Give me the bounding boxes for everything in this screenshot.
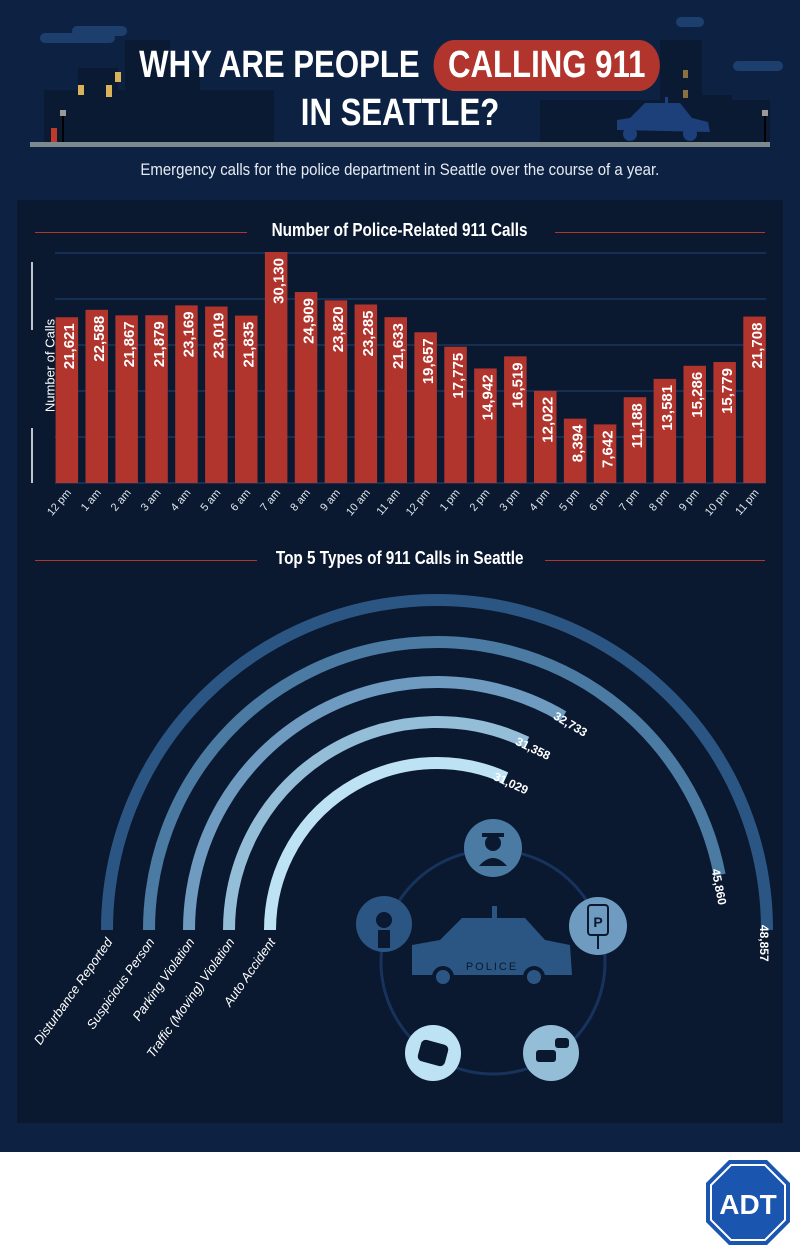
bar bbox=[115, 315, 138, 483]
bar-value-label: 13,581 bbox=[659, 385, 676, 431]
bar-value-label: 15,779 bbox=[719, 368, 736, 414]
bar-value-label: 7,642 bbox=[599, 430, 616, 468]
bar bbox=[414, 332, 437, 483]
subtitle: Emergency calls for the police departmen… bbox=[140, 160, 660, 179]
bar-value-label: 11,188 bbox=[629, 403, 646, 448]
bar bbox=[235, 315, 258, 483]
radial-value-label: 45,860 bbox=[709, 867, 730, 906]
bar bbox=[683, 365, 706, 483]
bar-value-label: 17,775 bbox=[450, 353, 467, 399]
bar-value-label: 24,909 bbox=[300, 298, 317, 344]
bar-value-label: 16,519 bbox=[510, 362, 527, 408]
footer: ADT bbox=[0, 1152, 800, 1259]
city-skyline-illustration bbox=[30, 17, 783, 147]
bar bbox=[264, 252, 288, 483]
disturbance-icon bbox=[356, 896, 412, 952]
fire-icon bbox=[78, 85, 84, 95]
svg-text:ADT: ADT bbox=[719, 1189, 777, 1220]
bar-value-label: 21,708 bbox=[749, 323, 766, 369]
police-label: POLICE bbox=[466, 961, 518, 973]
bar-value-label: 21,835 bbox=[241, 322, 258, 368]
title-part2: IN SEATTLE? bbox=[300, 92, 500, 134]
bar bbox=[713, 362, 736, 483]
radial-value-label: 31,358 bbox=[513, 734, 552, 763]
adt-logo: ADT bbox=[706, 1160, 790, 1245]
bar-value-label: 8,394 bbox=[569, 424, 586, 462]
bar bbox=[384, 317, 407, 483]
bar-value-label: 23,019 bbox=[211, 313, 228, 359]
bar-value-label: 30,130 bbox=[270, 258, 287, 304]
bar bbox=[593, 424, 617, 483]
bar-chart-title-text: Number of Police-Related 911 Calls bbox=[272, 220, 528, 240]
radial-chart-title-text: Top 5 Types of 911 Calls in Seattle bbox=[276, 548, 524, 568]
bar-value-label: 14,942 bbox=[480, 374, 497, 420]
bar bbox=[653, 378, 677, 483]
radial-value-label: 48,857 bbox=[757, 925, 771, 962]
auto-accident-icon bbox=[405, 1025, 461, 1081]
radial-bar bbox=[101, 594, 773, 931]
radial-value-label: 31,029 bbox=[491, 769, 531, 797]
bar-value-label: 23,820 bbox=[330, 306, 347, 352]
bar bbox=[623, 397, 647, 483]
traffic-violation-icon bbox=[523, 1025, 579, 1081]
hydrant-icon bbox=[51, 128, 57, 142]
svg-text:P: P bbox=[593, 914, 602, 930]
bar-value-label: 12,022 bbox=[540, 397, 557, 443]
bar bbox=[145, 315, 168, 483]
bar bbox=[504, 356, 527, 483]
bar-value-label: 23,169 bbox=[181, 311, 198, 357]
bar bbox=[324, 300, 348, 483]
radial-bar bbox=[264, 757, 509, 931]
bar bbox=[534, 390, 557, 483]
bar bbox=[55, 317, 79, 483]
radial-bar bbox=[143, 636, 726, 931]
bar-value-label: 21,621 bbox=[61, 323, 78, 369]
radial-value-label: 32,733 bbox=[551, 709, 590, 740]
bar bbox=[294, 292, 318, 483]
bar bbox=[354, 304, 378, 483]
bar bbox=[175, 305, 198, 483]
category-label: Disturbance Reported bbox=[31, 934, 116, 1047]
suspicious-person-icon bbox=[464, 819, 522, 877]
parking-sign-icon: P bbox=[569, 897, 627, 955]
police-car-icon: POLICE bbox=[412, 906, 572, 988]
bar-value-label: 15,286 bbox=[689, 372, 706, 418]
bar bbox=[743, 316, 766, 483]
bar-value-label: 23,285 bbox=[360, 310, 377, 356]
bar-value-label: 19,657 bbox=[420, 338, 437, 384]
radial-bar bbox=[183, 676, 567, 931]
bar bbox=[563, 418, 587, 483]
bar bbox=[444, 346, 467, 483]
bar-value-label: 21,879 bbox=[151, 321, 168, 367]
radial-chart-title: Top 5 Types of 911 Calls in Seattle bbox=[0, 548, 800, 572]
police-car-icon bbox=[617, 97, 710, 141]
bar bbox=[474, 368, 497, 483]
title-part1: WHY ARE PEOPLE bbox=[139, 44, 420, 86]
bar bbox=[85, 309, 108, 483]
bar-value-label: 21,633 bbox=[390, 323, 407, 369]
radial-bar bbox=[223, 716, 530, 931]
bar-value-label: 21,867 bbox=[121, 321, 138, 367]
title-highlight: CALLING 911 bbox=[433, 40, 661, 91]
header: WHY ARE PEOPLE CALLING 911 IN SEATTLE? E… bbox=[0, 0, 800, 200]
main-title: WHY ARE PEOPLE CALLING 911 bbox=[0, 40, 800, 91]
bar-value-label: 22,588 bbox=[91, 316, 108, 362]
bar bbox=[205, 306, 228, 483]
bar-chart-title: Number of Police-Related 911 Calls bbox=[0, 220, 800, 244]
